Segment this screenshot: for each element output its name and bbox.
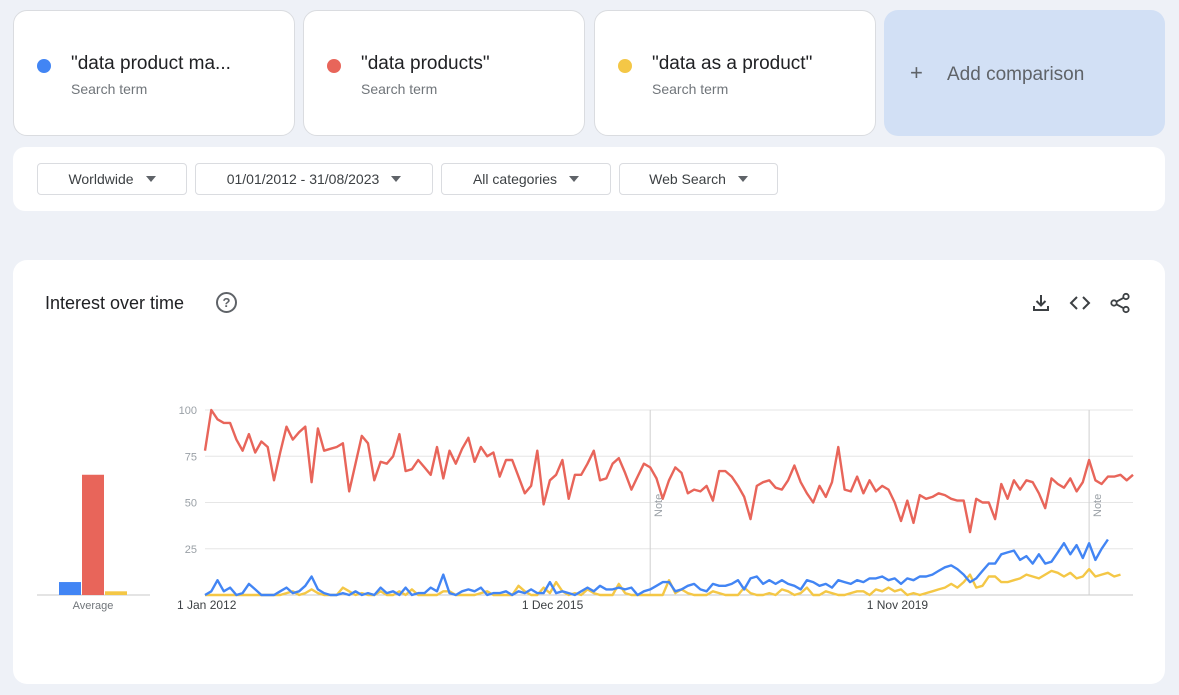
- filter-bar: Worldwide 01/01/2012 - 31/08/2023 All ca…: [13, 147, 1165, 211]
- y-tick-label: 25: [185, 544, 197, 556]
- plus-icon: +: [910, 60, 923, 85]
- add-comparison-button[interactable]: + Add comparison: [884, 10, 1165, 136]
- search-term-card-2[interactable]: "data products" Search term: [303, 10, 585, 136]
- search-term-card-1[interactable]: "data product ma... Search term: [13, 10, 295, 136]
- x-tick-label: 1 Nov 2019: [867, 598, 929, 612]
- average-bar: [82, 474, 104, 595]
- embed-code-icon[interactable]: [1069, 292, 1091, 314]
- term-color-dot: [327, 59, 341, 73]
- y-tick-label: 100: [179, 405, 197, 417]
- date-range-value: 01/01/2012 - 31/08/2023: [226, 171, 380, 187]
- note-label: Note: [1092, 494, 1104, 517]
- share-icon[interactable]: [1109, 292, 1131, 314]
- term-label[interactable]: "data product ma...: [71, 53, 231, 74]
- y-tick-label: 50: [185, 498, 197, 510]
- region-value: Worldwide: [68, 171, 134, 187]
- search-type-dropdown[interactable]: Web Search: [619, 163, 778, 195]
- term-color-dot: [618, 59, 632, 73]
- date-range-dropdown[interactable]: 01/01/2012 - 31/08/2023: [195, 163, 433, 195]
- panel-title: Interest over time: [45, 293, 185, 313]
- term-label[interactable]: "data products": [361, 53, 490, 74]
- question-circle-icon[interactable]: ?: [216, 292, 237, 313]
- term-sublabel: Search term: [652, 81, 729, 97]
- caret-down-icon: [391, 176, 402, 182]
- y-tick-label: 75: [185, 451, 197, 463]
- average-bar: [59, 582, 81, 595]
- category-dropdown[interactable]: All categories: [441, 163, 611, 195]
- series-line: [205, 567, 1121, 597]
- add-comparison-label: Add comparison: [947, 64, 1085, 85]
- category-value: All categories: [472, 171, 558, 187]
- caret-down-icon: [737, 176, 748, 182]
- series-line: [203, 408, 1134, 534]
- series-line: [204, 538, 1109, 597]
- term-sublabel: Search term: [361, 81, 438, 97]
- average-label: Average: [73, 600, 114, 612]
- caret-down-icon: [145, 176, 156, 182]
- region-dropdown[interactable]: Worldwide: [37, 163, 187, 195]
- caret-down-icon: [569, 176, 580, 182]
- search-term-card-3[interactable]: "data as a product" Search term: [594, 10, 876, 136]
- download-icon[interactable]: [1030, 292, 1052, 314]
- term-sublabel: Search term: [71, 81, 148, 97]
- search-type-value: Web Search: [649, 171, 726, 187]
- x-tick-label: 1 Jan 2012: [177, 598, 237, 612]
- x-tick-label: 1 Dec 2015: [522, 598, 584, 612]
- interest-over-time-panel: Interest over time ? 25 50 75 100 Note Note 1 …: [13, 260, 1165, 684]
- term-color-dot: [37, 59, 51, 73]
- average-bar: [105, 591, 127, 595]
- term-label[interactable]: "data as a product": [652, 53, 813, 74]
